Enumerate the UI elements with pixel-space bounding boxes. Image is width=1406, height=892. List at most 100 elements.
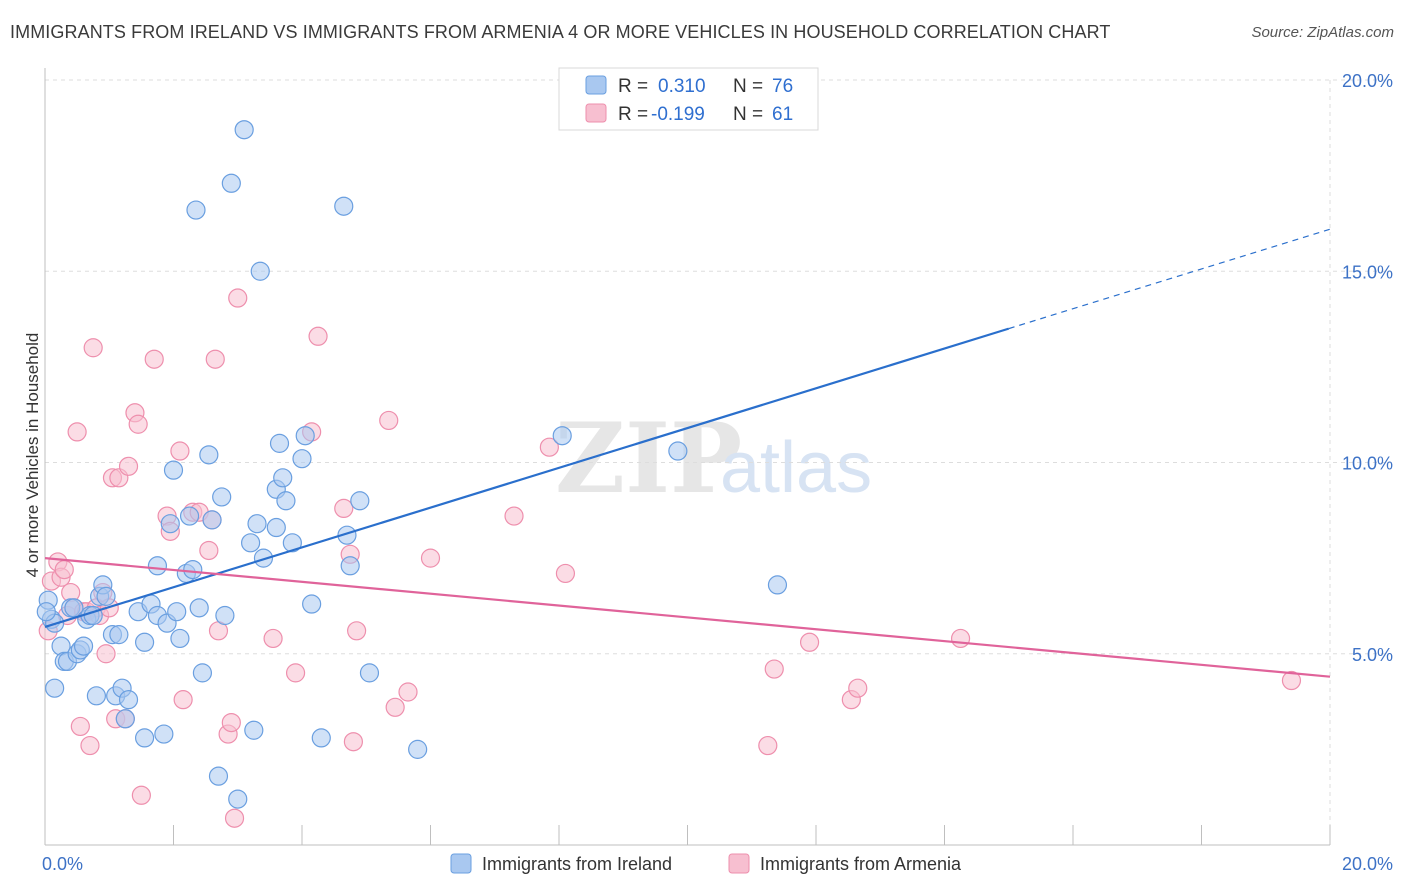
ireland-point bbox=[234, 120, 254, 140]
ireland-point bbox=[350, 491, 370, 511]
ireland-point bbox=[228, 789, 248, 809]
ireland-point bbox=[212, 487, 232, 507]
y-tick-label-3: 20.0% bbox=[1342, 71, 1393, 91]
ireland-point bbox=[154, 724, 174, 744]
bottom-legend-swatch-armenia bbox=[728, 853, 750, 874]
armenia-point bbox=[199, 540, 219, 561]
legend-swatch-armenia bbox=[585, 103, 607, 123]
armenia-point bbox=[173, 690, 193, 710]
x-tick-label-max: 20.0% bbox=[1342, 854, 1393, 874]
stats-legend: R = 0.310 N = 76 R = -0.199 N = 61 bbox=[558, 67, 819, 131]
armenia-point bbox=[848, 678, 868, 698]
legend-armenia-n-label: N = bbox=[733, 104, 763, 125]
ireland-trend-line bbox=[44, 327, 1010, 629]
ireland-point bbox=[45, 678, 65, 698]
armenia-point bbox=[285, 663, 306, 683]
armenia-point bbox=[420, 548, 441, 568]
armenia-point bbox=[67, 422, 87, 442]
armenia-point bbox=[80, 735, 100, 756]
armenia-point bbox=[96, 644, 116, 664]
ireland-point bbox=[295, 426, 315, 446]
ireland-point bbox=[199, 445, 219, 465]
ireland-point bbox=[73, 636, 94, 656]
ireland-point bbox=[408, 739, 428, 759]
series-legend: Immigrants from Ireland Immigrants from … bbox=[450, 853, 962, 874]
armenia-point bbox=[343, 732, 363, 752]
bottom-legend-ireland: Immigrants from Ireland bbox=[482, 854, 672, 874]
armenia-point bbox=[118, 456, 139, 476]
ireland-point bbox=[134, 728, 155, 748]
ireland-point bbox=[186, 200, 206, 220]
armenia-point bbox=[334, 498, 354, 518]
armenia-point bbox=[764, 659, 784, 679]
ireland-point bbox=[115, 709, 135, 729]
ireland-point bbox=[170, 628, 190, 649]
ireland-point bbox=[192, 663, 213, 683]
armenia-point bbox=[398, 682, 418, 702]
armenia-point bbox=[205, 349, 225, 369]
axes bbox=[44, 68, 1331, 846]
armenia-point bbox=[224, 808, 245, 828]
ireland-point bbox=[118, 690, 139, 710]
ireland-point bbox=[134, 632, 155, 652]
ireland-point bbox=[334, 196, 354, 216]
armenia-trend-line bbox=[44, 557, 1331, 678]
armenia-point bbox=[555, 563, 576, 584]
ireland-point bbox=[215, 605, 235, 626]
ireland-point bbox=[359, 663, 380, 683]
y-tick-label-0: 5.0% bbox=[1352, 645, 1393, 665]
ireland-point bbox=[269, 433, 290, 453]
armenia-point bbox=[379, 410, 399, 431]
armenia-point bbox=[385, 697, 405, 717]
legend-armenia-n-value: 61 bbox=[772, 104, 793, 125]
y-tick-label-2: 15.0% bbox=[1342, 262, 1393, 282]
armenia-point bbox=[1281, 670, 1302, 691]
armenia-point bbox=[539, 437, 559, 457]
armenia-point bbox=[950, 628, 971, 649]
legend-armenia-r-value: -0.199 bbox=[651, 104, 705, 125]
ireland-point bbox=[183, 559, 203, 580]
ireland-point bbox=[266, 517, 286, 538]
ireland-point bbox=[189, 598, 209, 618]
armenia-point bbox=[799, 632, 820, 652]
armenia-point bbox=[170, 441, 190, 461]
y-axis-label: 4 or more Vehicles in Household bbox=[23, 333, 42, 578]
ireland-point bbox=[247, 514, 267, 534]
ireland-point bbox=[147, 556, 168, 576]
ireland-trend-extension bbox=[1008, 228, 1331, 330]
armenia-point bbox=[758, 735, 778, 756]
ireland-point bbox=[221, 173, 241, 193]
y-tick-label-1: 10.0% bbox=[1342, 454, 1393, 474]
ireland-point bbox=[282, 533, 302, 553]
ireland-point bbox=[311, 728, 331, 748]
ireland-point bbox=[767, 575, 788, 595]
armenia-point bbox=[221, 712, 241, 733]
legend-armenia-r-label: R = bbox=[618, 104, 648, 125]
ireland-point bbox=[109, 625, 129, 645]
armenia-point bbox=[83, 338, 103, 358]
ireland-point bbox=[273, 468, 293, 488]
armenia-point bbox=[54, 559, 74, 580]
ireland-point bbox=[302, 594, 322, 614]
ireland-point bbox=[202, 510, 222, 530]
ireland-point bbox=[340, 556, 360, 576]
ireland-point bbox=[179, 506, 200, 526]
armenia-point bbox=[144, 349, 164, 369]
legend-ireland-n-value: 76 bbox=[772, 76, 793, 97]
bottom-legend-armenia: Immigrants from Armenia bbox=[760, 854, 962, 874]
x-tick-label-min: 0.0% bbox=[42, 854, 83, 874]
ireland-points bbox=[36, 120, 788, 809]
bottom-legend-swatch-ireland bbox=[450, 853, 472, 874]
ireland-point bbox=[167, 602, 187, 622]
armenia-point bbox=[70, 716, 90, 737]
armenia-point bbox=[263, 628, 283, 649]
armenia-point bbox=[228, 288, 248, 308]
ireland-point bbox=[668, 441, 688, 461]
ireland-point bbox=[250, 261, 270, 281]
ireland-point bbox=[208, 766, 229, 786]
ireland-point bbox=[163, 460, 184, 480]
chart-title: IMMIGRANTS FROM IRELAND VS IMMIGRANTS FR… bbox=[10, 22, 1111, 42]
source-credit: Source: ZipAtlas.com bbox=[1251, 24, 1394, 41]
ireland-point bbox=[276, 491, 296, 511]
